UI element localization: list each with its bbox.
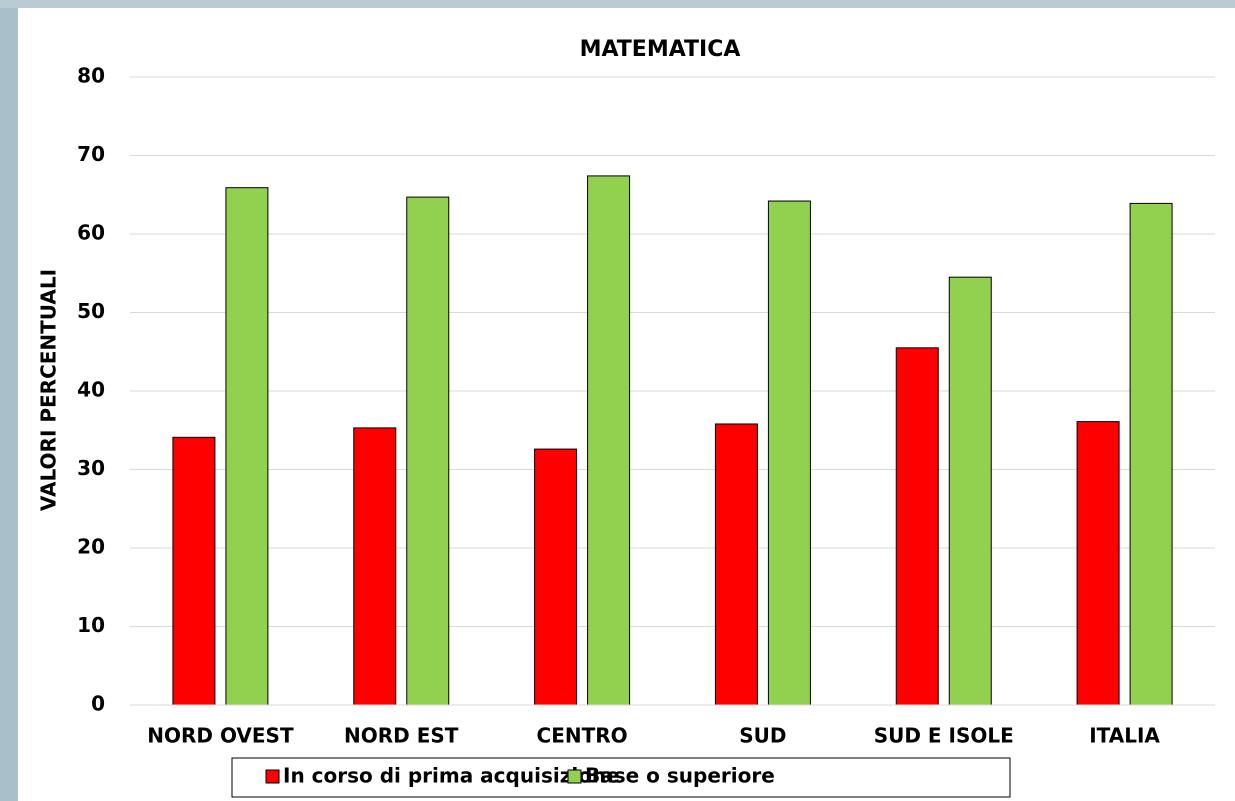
bar xyxy=(895,347,939,706)
legend-swatch xyxy=(567,769,582,784)
x-tick-label: SUD E ISOLE xyxy=(874,724,1014,748)
y-tick-label: 30 xyxy=(77,456,105,480)
bar xyxy=(1076,421,1120,706)
bar xyxy=(225,187,269,706)
left-edge xyxy=(0,0,18,801)
x-tick-label: CENTRO xyxy=(537,724,628,748)
legend-label: Base o superiore xyxy=(585,764,775,788)
bar xyxy=(714,423,758,706)
top-edge xyxy=(0,0,1235,8)
x-tick-label: ITALIA xyxy=(1089,724,1160,748)
bar xyxy=(587,175,631,706)
x-tick-label: NORD EST xyxy=(344,724,459,748)
y-tick-label: 50 xyxy=(77,299,105,323)
bar xyxy=(406,196,450,706)
y-tick-label: 20 xyxy=(77,535,105,559)
y-tick-label: 40 xyxy=(77,378,105,402)
legend-box xyxy=(231,757,1011,798)
chart-title: MATEMATICA xyxy=(580,37,741,62)
y-tick-label: 10 xyxy=(77,613,105,637)
x-tick-label: SUD xyxy=(739,724,786,748)
y-tick-label: 80 xyxy=(77,64,105,88)
y-tick-label: 60 xyxy=(77,221,105,245)
legend-label: In corso di prima acquisizione xyxy=(283,764,620,788)
bar xyxy=(767,200,811,706)
bar xyxy=(948,276,992,706)
y-axis-label: VALORI PERCENTUALI xyxy=(37,269,61,511)
x-tick-label: NORD OVEST xyxy=(147,724,294,748)
y-tick-label: 0 xyxy=(91,692,105,716)
y-tick-label: 70 xyxy=(77,142,105,166)
bar xyxy=(534,448,578,706)
plot: 0 10 20 30 40 50 60 70 80 NORD OVEST NORD EST CENTR… xyxy=(77,64,1215,748)
bar xyxy=(353,427,397,706)
legend-swatch xyxy=(265,769,280,784)
bar xyxy=(1129,202,1173,706)
bar xyxy=(172,436,216,706)
